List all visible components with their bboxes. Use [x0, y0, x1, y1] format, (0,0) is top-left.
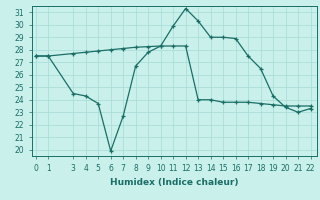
- X-axis label: Humidex (Indice chaleur): Humidex (Indice chaleur): [110, 178, 239, 187]
